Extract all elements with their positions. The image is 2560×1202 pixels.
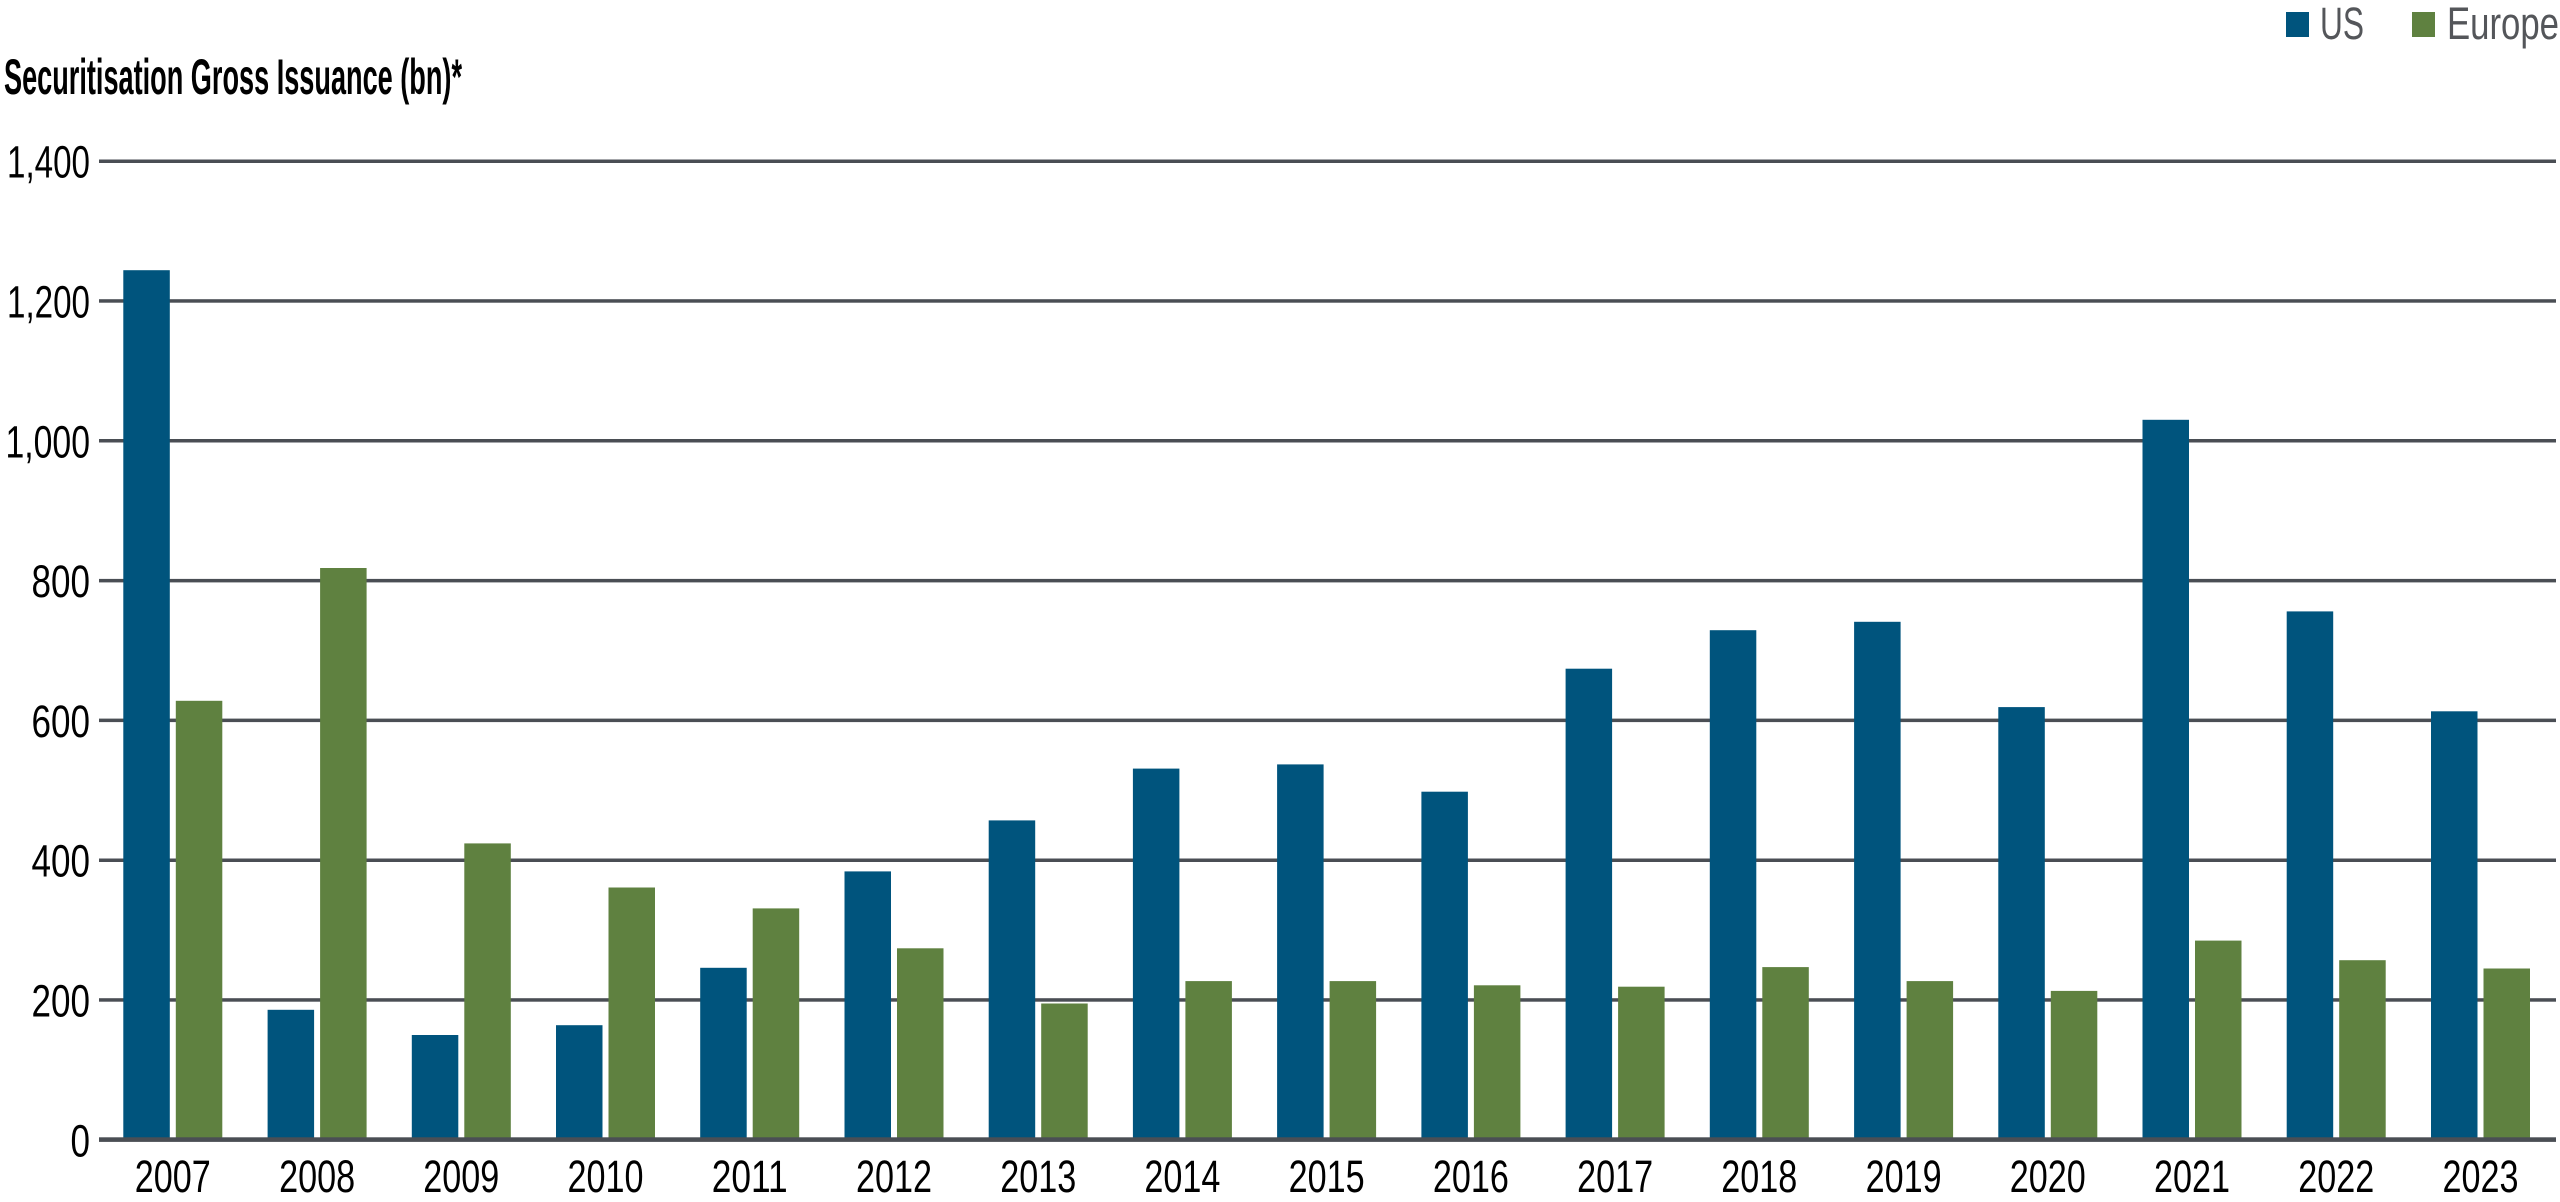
svg-text:400: 400 <box>32 836 91 887</box>
svg-text:2012: 2012 <box>856 1151 932 1202</box>
svg-text:2010: 2010 <box>568 1151 644 1202</box>
svg-text:1,000: 1,000 <box>6 416 91 467</box>
svg-text:2019: 2019 <box>1866 1151 1942 1202</box>
svg-text:800: 800 <box>32 556 91 607</box>
svg-text:2007: 2007 <box>135 1151 211 1202</box>
svg-text:2017: 2017 <box>1577 1151 1653 1202</box>
svg-text:2009: 2009 <box>423 1151 499 1202</box>
svg-text:2013: 2013 <box>1000 1151 1076 1202</box>
svg-text:1,200: 1,200 <box>7 277 90 328</box>
svg-text:2014: 2014 <box>1144 1151 1220 1202</box>
svg-text:2016: 2016 <box>1433 1151 1509 1202</box>
svg-text:0: 0 <box>71 1115 91 1166</box>
svg-text:2015: 2015 <box>1289 1151 1365 1202</box>
svg-text:Europe: Europe <box>2447 0 2559 49</box>
svg-text:2020: 2020 <box>2010 1151 2086 1202</box>
svg-text:2018: 2018 <box>1721 1151 1797 1202</box>
svg-text:1,400: 1,400 <box>7 137 90 188</box>
svg-text:2008: 2008 <box>279 1151 355 1202</box>
svg-text:600: 600 <box>32 696 91 747</box>
svg-text:2011: 2011 <box>712 1151 788 1202</box>
svg-text:200: 200 <box>32 976 91 1027</box>
svg-text:Securitisation Gross Issuance: Securitisation Gross Issuance (bn)* <box>4 49 462 105</box>
svg-text:2023: 2023 <box>2443 1151 2519 1202</box>
svg-text:2021: 2021 <box>2154 1151 2230 1202</box>
svg-text:2022: 2022 <box>2298 1151 2374 1202</box>
svg-text:US: US <box>2320 0 2364 49</box>
